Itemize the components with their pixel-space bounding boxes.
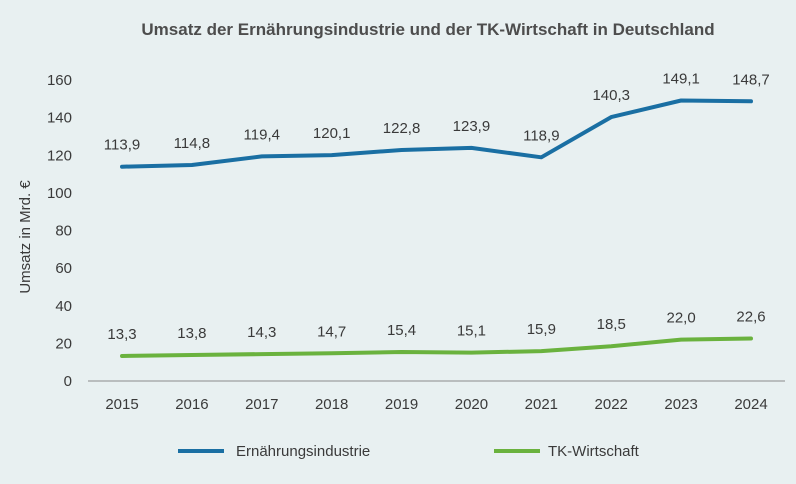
y-tick-label: 0	[64, 373, 72, 390]
x-tick-label: 2021	[525, 396, 558, 413]
x-tick-label: 2024	[734, 396, 767, 413]
x-tick-label: 2020	[455, 396, 488, 413]
data-label: 22,0	[667, 310, 696, 327]
data-label: 22,6	[736, 308, 765, 325]
x-tick-label: 2019	[385, 396, 418, 413]
x-tick-label: 2022	[595, 396, 628, 413]
y-tick-label: 40	[55, 298, 72, 315]
x-axis-ticks: 2015 2016 2017 2018 2019 2020 2021 2022 2023 2024	[105, 396, 767, 413]
y-tick-label: 20	[55, 335, 72, 352]
x-tick-label: 2015	[105, 396, 138, 413]
series-tk-wirtschaft: 13,3 13,8 14,3 14,7 15,4 15,1 15,9 18,5 22,0 22,6	[107, 308, 766, 358]
chart-title: Umsatz der Ernährungsindustrie und der T…	[141, 20, 714, 39]
data-label: 123,9	[453, 118, 491, 135]
x-tick-label: 2023	[664, 396, 697, 413]
legend: Ernährungsindustrie TK-Wirtschaft	[178, 443, 640, 460]
series-layer: 113,9 114,8 119,4 120,1 122,8 123,9 118,9 140,3…	[104, 71, 770, 358]
series-ernaehrungsindustrie: 113,9 114,8 119,4 120,1 122,8 123,9 118,9 140,3…	[104, 71, 770, 169]
data-label: 14,3	[247, 324, 276, 341]
x-tick-label: 2017	[245, 396, 278, 413]
y-tick-label: 140	[47, 110, 72, 127]
y-tick-label: 120	[47, 147, 72, 164]
legend-label: Ernährungsindustrie	[236, 443, 370, 460]
legend-label: TK-Wirtschaft	[548, 443, 640, 460]
data-label: 118,9	[523, 127, 559, 144]
data-label: 15,4	[387, 322, 416, 339]
x-tick-label: 2018	[315, 396, 348, 413]
data-label: 140,3	[592, 87, 630, 104]
data-label: 122,8	[383, 120, 421, 137]
series-line	[120, 336, 753, 358]
data-label: 13,8	[177, 325, 206, 342]
data-label: 18,5	[597, 316, 626, 333]
series-line	[120, 98, 753, 169]
y-tick-label: 100	[47, 185, 72, 202]
data-label: 119,4	[244, 126, 280, 143]
data-label: 149,1	[662, 71, 700, 88]
x-tick-label: 2016	[175, 396, 208, 413]
y-tick-label: 80	[55, 223, 72, 240]
y-tick-label: 160	[47, 72, 72, 89]
data-label: 114,8	[174, 135, 210, 152]
data-label: 13,3	[107, 326, 136, 343]
y-axis-label: Umsatz in Mrd. €	[17, 180, 34, 294]
data-label: 120,1	[313, 125, 351, 142]
data-label: 14,7	[317, 323, 346, 340]
y-axis-ticks: 0 20 40 60 80 100 120 140 160	[47, 72, 72, 390]
data-label: 113,9	[104, 137, 140, 154]
data-label: 148,7	[732, 71, 770, 88]
data-label: 15,1	[457, 323, 486, 340]
data-label: 15,9	[527, 321, 556, 338]
y-tick-label: 60	[55, 260, 72, 277]
